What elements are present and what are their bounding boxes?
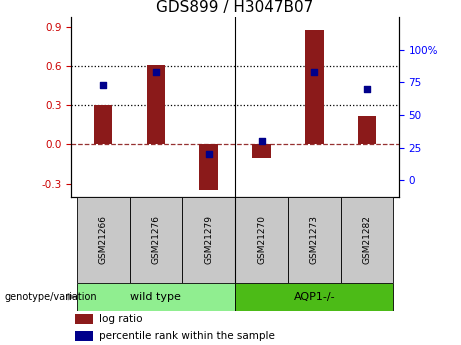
Bar bbox=[77, 283, 235, 310]
Bar bbox=[252, 145, 271, 158]
Point bbox=[258, 138, 265, 144]
Text: GSM21279: GSM21279 bbox=[204, 215, 213, 264]
Bar bbox=[288, 197, 341, 283]
Bar bbox=[77, 197, 130, 283]
Bar bbox=[341, 197, 394, 283]
Text: GSM21282: GSM21282 bbox=[363, 215, 372, 264]
Point bbox=[311, 69, 318, 75]
Bar bbox=[182, 197, 235, 283]
Bar bbox=[130, 197, 182, 283]
Text: wild type: wild type bbox=[130, 292, 181, 302]
Point bbox=[363, 86, 371, 92]
Bar bbox=[147, 65, 165, 145]
Bar bbox=[200, 145, 218, 190]
Bar bbox=[235, 283, 394, 310]
Text: percentile rank within the sample: percentile rank within the sample bbox=[99, 331, 275, 341]
Bar bbox=[75, 331, 93, 341]
Bar bbox=[235, 197, 288, 283]
Bar bbox=[305, 30, 324, 145]
Bar bbox=[358, 116, 376, 145]
Text: AQP1-/-: AQP1-/- bbox=[294, 292, 335, 302]
Point bbox=[205, 151, 213, 157]
Point bbox=[100, 82, 107, 88]
Text: GSM21270: GSM21270 bbox=[257, 215, 266, 264]
Text: genotype/variation: genotype/variation bbox=[5, 292, 97, 302]
Bar bbox=[94, 105, 112, 145]
Text: log ratio: log ratio bbox=[99, 314, 143, 324]
Text: GSM21276: GSM21276 bbox=[151, 215, 160, 264]
Title: GDS899 / H3047B07: GDS899 / H3047B07 bbox=[156, 0, 314, 15]
Text: GSM21273: GSM21273 bbox=[310, 215, 319, 264]
Text: GSM21266: GSM21266 bbox=[99, 215, 107, 264]
Bar bbox=[75, 314, 93, 324]
Point bbox=[152, 69, 160, 75]
